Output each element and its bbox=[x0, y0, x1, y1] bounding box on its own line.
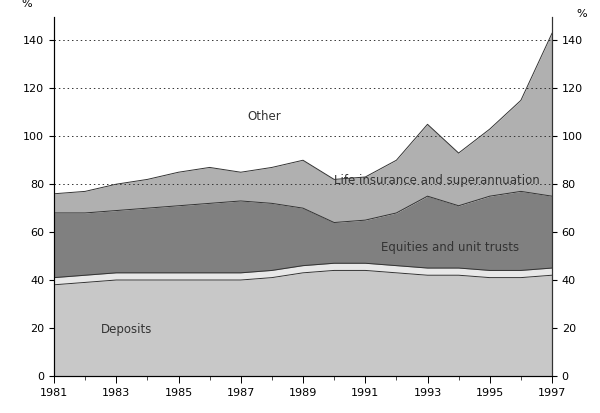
Text: Life insurance and superannuation: Life insurance and superannuation bbox=[334, 174, 540, 187]
Y-axis label: %: % bbox=[21, 0, 32, 9]
Text: Equities and unit trusts: Equities and unit trusts bbox=[381, 241, 519, 254]
Y-axis label: %: % bbox=[577, 9, 587, 19]
Text: Deposits: Deposits bbox=[101, 323, 152, 336]
Text: Other: Other bbox=[247, 109, 281, 123]
